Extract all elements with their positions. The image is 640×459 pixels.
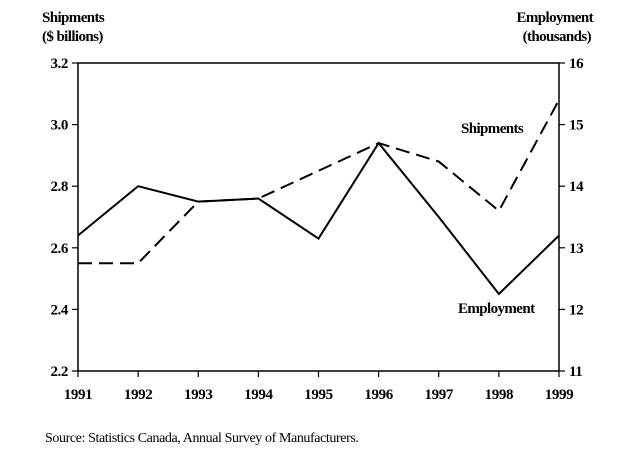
right-axis-title-line-2: (thousands): [523, 29, 592, 45]
x-tick-label: 1998: [485, 387, 513, 403]
right-tick-label: 16: [569, 56, 584, 72]
right-tick-label: 15: [569, 118, 583, 134]
source-note: Source: Statistics Canada, Annual Survey…: [45, 431, 359, 446]
right-axis-title-line-1: Employment: [516, 10, 593, 26]
x-tick-label: 1991: [64, 387, 92, 403]
series-line-shipments: [78, 99, 560, 265]
left-tick-label: 2.4: [50, 302, 68, 318]
series-label-shipments: Shipments: [461, 121, 524, 137]
right-tick-label: 14: [569, 179, 584, 195]
left-axis-title-line-1: Shipments: [42, 10, 105, 26]
x-tick-label: 1997: [425, 387, 454, 403]
x-tick-label: 1992: [124, 387, 152, 403]
left-tick-label: 2.2: [50, 364, 68, 380]
left-tick-label: 2.6: [50, 241, 68, 257]
x-tick-label: 1995: [304, 387, 332, 403]
left-axis-title-line-2: ($ billions): [42, 29, 103, 45]
right-tick-label: 11: [569, 364, 582, 380]
x-tick-label: 1994: [244, 387, 273, 403]
x-tick-label: 1999: [545, 387, 573, 403]
right-tick-label: 13: [569, 241, 583, 257]
series-line-employment: [77, 141, 560, 296]
left-tick-label: 2.8: [50, 179, 68, 195]
left-tick-label: 3.2: [50, 56, 68, 72]
x-tick-label: 1993: [184, 387, 212, 403]
plot-area-frame: [77, 62, 560, 372]
right-tick-label: 12: [569, 302, 583, 318]
x-tick-label: 1996: [364, 387, 393, 403]
left-tick-label: 3.0: [50, 118, 68, 134]
series-label-employment: Employment: [458, 301, 535, 317]
